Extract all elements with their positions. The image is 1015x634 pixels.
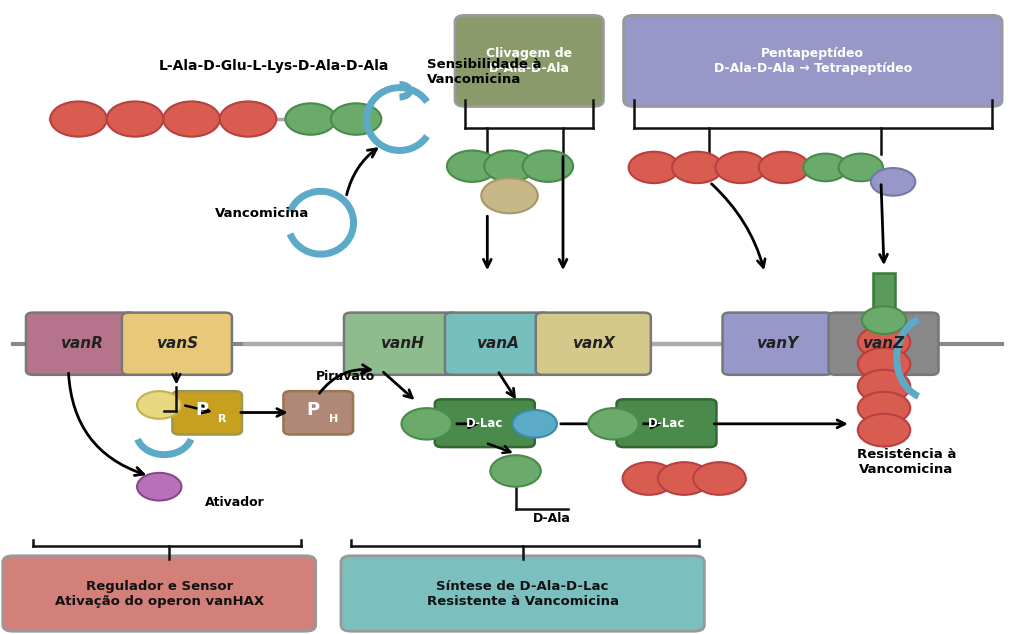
Text: Ativador: Ativador (205, 496, 265, 509)
Text: L-Ala-D-Glu-L-Lys-D-Ala-D-Ala: L-Ala-D-Glu-L-Lys-D-Ala-D-Ala (159, 58, 390, 73)
FancyBboxPatch shape (344, 313, 459, 375)
FancyBboxPatch shape (455, 15, 603, 107)
Circle shape (523, 150, 573, 182)
FancyBboxPatch shape (283, 391, 353, 434)
Circle shape (107, 101, 163, 137)
Text: D-Lac: D-Lac (648, 417, 685, 430)
FancyBboxPatch shape (122, 313, 231, 375)
Text: Síntese de D-Ala-D-Lac
Resistente à Vancomicina: Síntese de D-Ala-D-Lac Resistente à Vanc… (426, 579, 618, 607)
Text: P: P (307, 401, 320, 419)
Text: R: R (218, 414, 226, 424)
Circle shape (589, 408, 638, 439)
Text: vanX: vanX (571, 336, 615, 351)
Circle shape (484, 150, 535, 182)
Text: vanH: vanH (380, 336, 423, 351)
Circle shape (490, 455, 541, 487)
Circle shape (481, 178, 538, 213)
Text: Sensibilidade à
Vancomicina: Sensibilidade à Vancomicina (426, 58, 541, 86)
Circle shape (672, 152, 723, 183)
Text: Clivagem de
D-Ala-D-Ala: Clivagem de D-Ala-D-Ala (486, 47, 572, 75)
Circle shape (858, 392, 910, 425)
Circle shape (858, 326, 910, 358)
Circle shape (803, 153, 848, 181)
FancyBboxPatch shape (434, 399, 535, 447)
Circle shape (622, 462, 675, 495)
Text: D-Lac: D-Lac (466, 417, 503, 430)
Circle shape (693, 462, 746, 495)
Text: vanR: vanR (60, 336, 103, 351)
Text: Resistência à
Vancomicina: Resistência à Vancomicina (857, 448, 956, 476)
Circle shape (858, 370, 910, 403)
FancyBboxPatch shape (341, 556, 704, 631)
FancyBboxPatch shape (536, 313, 651, 375)
Circle shape (858, 348, 910, 380)
FancyBboxPatch shape (828, 313, 939, 375)
Circle shape (838, 153, 883, 181)
Bar (873, 273, 895, 311)
Text: Vancomicina: Vancomicina (215, 207, 309, 220)
Circle shape (628, 152, 679, 183)
Circle shape (220, 101, 276, 137)
FancyBboxPatch shape (173, 391, 242, 434)
Text: Piruvato: Piruvato (316, 370, 375, 383)
Circle shape (862, 306, 906, 334)
FancyBboxPatch shape (723, 313, 832, 375)
Circle shape (163, 101, 220, 137)
Text: P: P (196, 401, 209, 419)
Circle shape (716, 152, 766, 183)
Text: Pentapeptídeo
D-Ala-D-Ala → Tetrapeptídeo: Pentapeptídeo D-Ala-D-Ala → Tetrapeptíde… (714, 47, 912, 75)
Text: H: H (329, 414, 338, 424)
FancyBboxPatch shape (26, 313, 136, 375)
Text: Regulador e Sensor
Ativação do operon vanHAX: Regulador e Sensor Ativação do operon va… (55, 579, 264, 607)
Circle shape (858, 414, 910, 446)
Circle shape (331, 103, 382, 135)
Circle shape (50, 101, 107, 137)
Text: vanZ: vanZ (863, 336, 904, 351)
Text: D-Ala: D-Ala (533, 512, 570, 524)
Circle shape (137, 473, 182, 500)
FancyBboxPatch shape (445, 313, 550, 375)
FancyBboxPatch shape (616, 399, 717, 447)
Circle shape (402, 408, 452, 439)
Text: vanY: vanY (756, 336, 799, 351)
Text: vanS: vanS (156, 336, 198, 351)
Circle shape (137, 391, 182, 419)
Circle shape (658, 462, 710, 495)
FancyBboxPatch shape (623, 15, 1002, 107)
Circle shape (513, 410, 557, 437)
Circle shape (285, 103, 336, 135)
Circle shape (447, 150, 497, 182)
Text: vanA: vanA (476, 336, 519, 351)
FancyBboxPatch shape (3, 556, 316, 631)
Circle shape (871, 168, 916, 196)
Circle shape (759, 152, 809, 183)
